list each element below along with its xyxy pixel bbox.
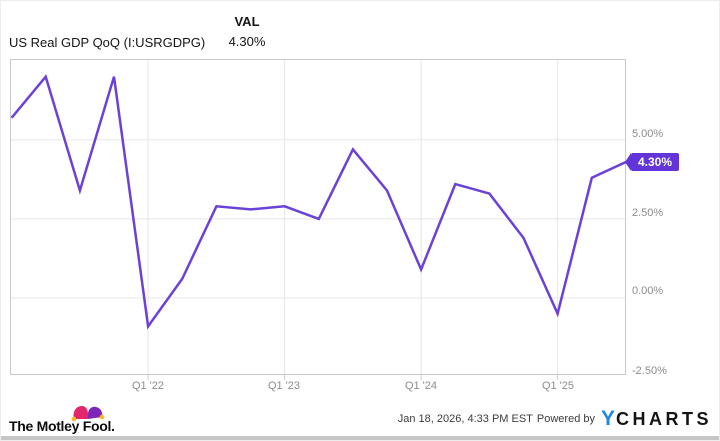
y-axis-tick-label: 0.00% bbox=[632, 285, 664, 297]
x-axis-tick-label: Q1 '23 bbox=[267, 380, 301, 392]
x-axis-tick-label: Q1 '24 bbox=[404, 380, 438, 392]
val-column-header: VAL bbox=[234, 14, 260, 29]
chart-timestamp: Jan 18, 2026, 4:33 PM EST bbox=[397, 413, 533, 425]
gdp-line-series bbox=[10, 74, 626, 330]
val-current-value: 4.30% bbox=[228, 34, 266, 49]
powered-by-label: Powered by bbox=[536, 413, 595, 425]
last-value-badge: 4.30% bbox=[624, 153, 680, 171]
y-axis-tick-label: 2.50% bbox=[632, 207, 664, 219]
footer: The Motley Fool. Jan 18, 2026, 4:33 PM E… bbox=[1, 400, 719, 438]
hat-left-horn bbox=[73, 406, 88, 419]
y-axis-tick-label: -2.50% bbox=[632, 365, 667, 377]
chart-title: US Real GDP QoQ (I:USRGDPG) bbox=[9, 35, 206, 50]
hat-right-horn bbox=[88, 406, 103, 419]
ycharts-logo: Y CHARTS bbox=[600, 407, 712, 430]
attribution: Jan 18, 2026, 4:33 PM EST Powered by Y C… bbox=[398, 400, 712, 438]
ycharts-y-icon: Y bbox=[600, 407, 615, 430]
x-axis-tick-label: Q1 '25 bbox=[541, 380, 575, 392]
hat-bell-left bbox=[71, 416, 77, 422]
gdp-line-chart bbox=[10, 59, 626, 380]
motley-fool-jester-hat-icon bbox=[71, 406, 105, 422]
hat-bell-right bbox=[99, 414, 105, 420]
x-axis-tick-label: Q1 '22 bbox=[131, 380, 165, 392]
ycharts-wordmark: CHARTS bbox=[616, 409, 712, 429]
plot-border bbox=[10, 59, 626, 375]
window-bottom-edge bbox=[1, 436, 719, 440]
y-axis-tick-label: 5.00% bbox=[632, 128, 664, 140]
motley-fool-logo: The Motley Fool. bbox=[9, 418, 115, 434]
